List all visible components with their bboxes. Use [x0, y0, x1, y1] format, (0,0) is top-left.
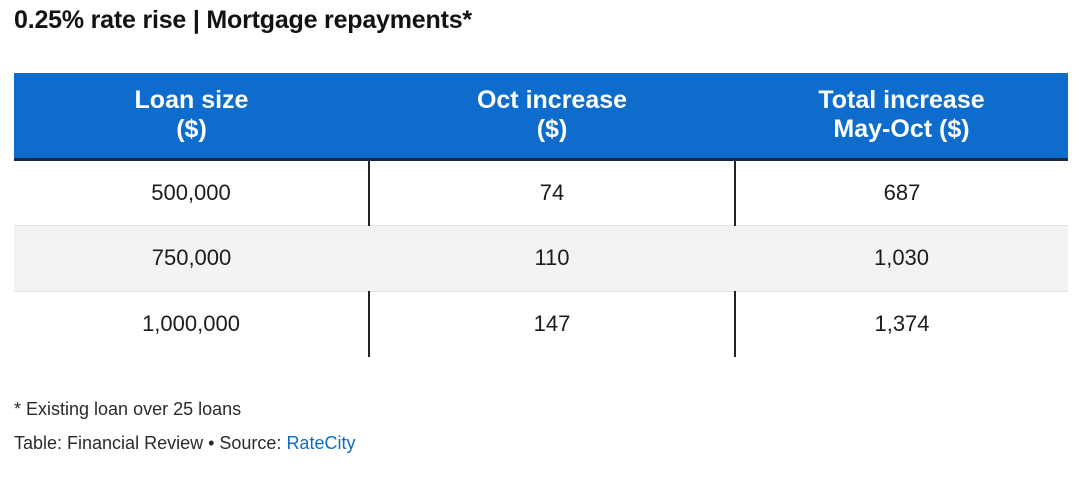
- footnote: * Existing loan over 25 loans: [14, 399, 242, 419]
- table-cell-total-increase: 1,030: [735, 224, 1068, 292]
- column-header-loan-size: Loan size ($): [14, 73, 369, 161]
- column-header-line: Oct increase: [476, 86, 628, 115]
- column-header-line: Loan size: [134, 86, 249, 115]
- column-header-line: ($): [176, 115, 207, 144]
- table-cell-total-increase: 687: [883, 179, 921, 205]
- column-header-oct-increase: Oct increase ($): [369, 73, 735, 161]
- table-cell-total-increase: 1,374: [874, 311, 930, 337]
- source-link[interactable]: RateCity: [286, 433, 356, 453]
- chart-title: 0.25% rate rise | Mortgage repayments*: [14, 6, 472, 34]
- credit-text: Table: Financial Review • Source:: [14, 433, 287, 453]
- table-cell-oct-increase: 147: [369, 291, 736, 357]
- column-header-line: Total increase: [818, 86, 985, 115]
- credit-line: Table: Financial Review • Source: RateCi…: [14, 433, 355, 454]
- table-row: 1,000,000 147 1,374: [14, 291, 1068, 357]
- column-header-line: May-Oct ($): [833, 115, 970, 144]
- table-row: 750,000 110 1,030: [14, 224, 1068, 292]
- table-row: 500,000 74 687: [14, 159, 1068, 225]
- table-cell-loan-size: 1,000,000: [14, 291, 370, 357]
- table-cell-oct-increase: 110: [369, 224, 735, 292]
- column-header-line: ($): [536, 115, 568, 144]
- column-header-total-increase: Total increase May-Oct ($): [735, 73, 1068, 161]
- data-table: Loan size ($) Oct increase ($) Total inc…: [14, 73, 1068, 357]
- table-cell-loan-size: 500,000: [14, 159, 370, 225]
- table-header-row: Loan size ($) Oct increase ($) Total inc…: [14, 73, 1068, 161]
- table-cell-loan-size: 750,000: [14, 224, 369, 292]
- table-cell-oct-increase: 74: [369, 159, 736, 225]
